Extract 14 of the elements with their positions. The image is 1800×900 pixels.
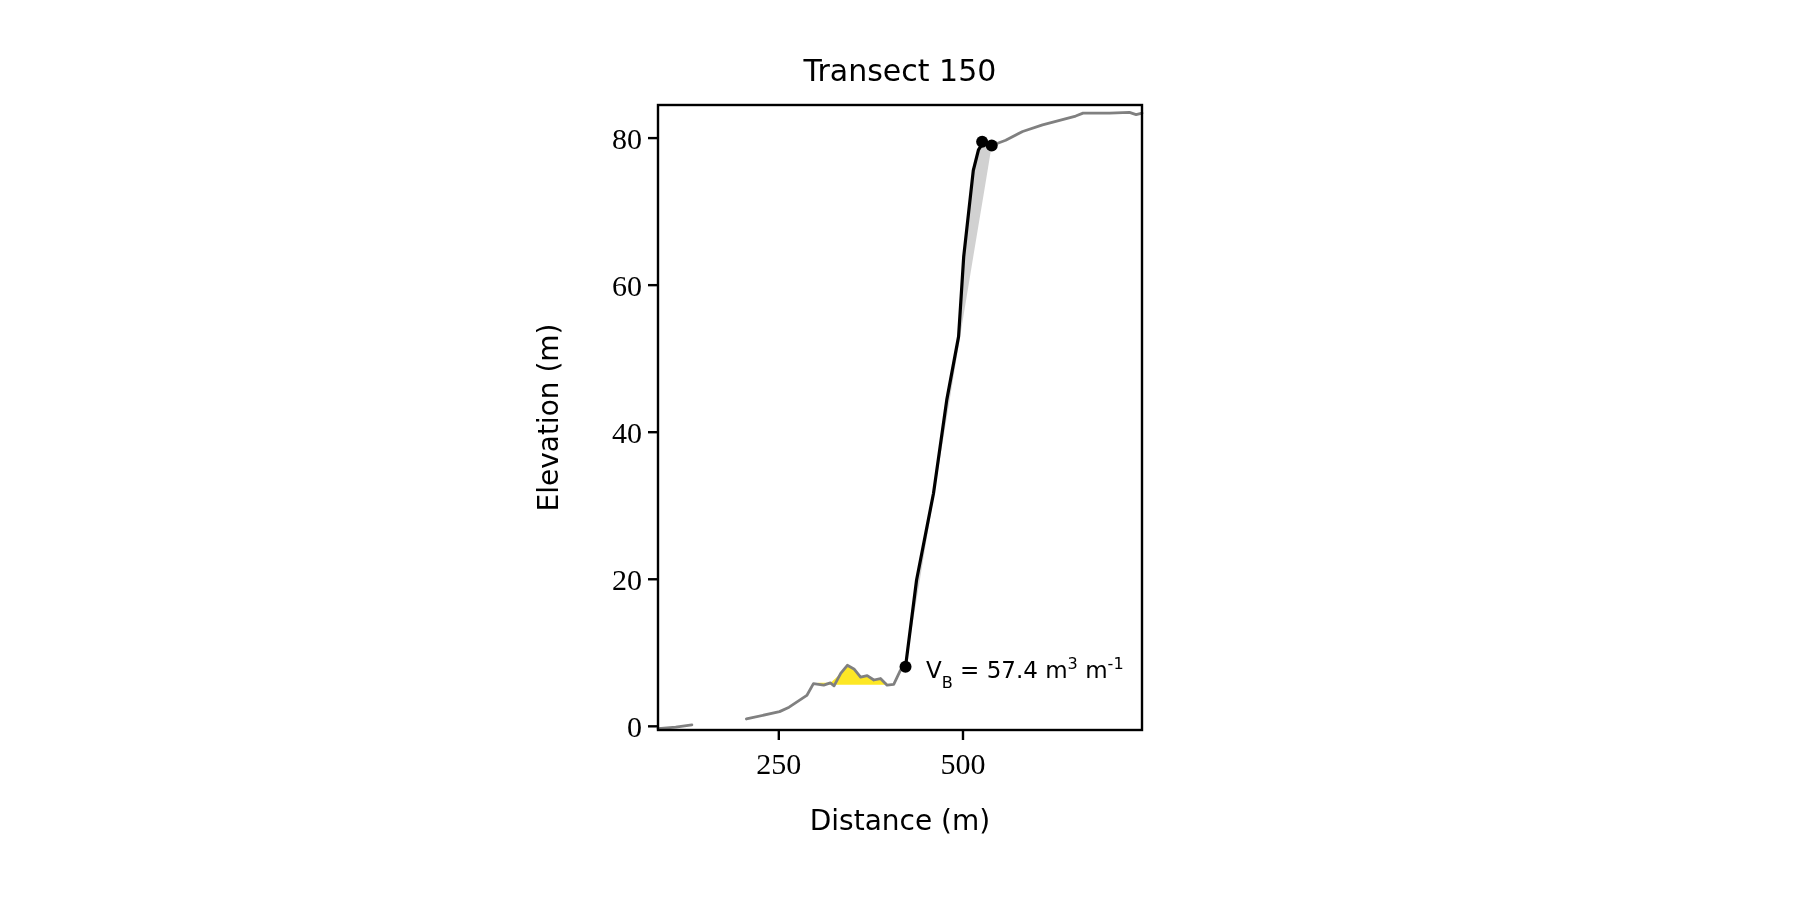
x-tick-label: 250	[756, 747, 802, 780]
y-tick-label: 40	[612, 415, 642, 449]
x-tick-label: 500	[940, 747, 986, 780]
annotation: V$_{B}$ = 57.4 m$^{3}$ m$^{-1}$	[926, 653, 1124, 692]
point	[985, 139, 998, 152]
x-axis-title: Distance (m)	[809, 804, 991, 837]
y-tick-label: 0	[627, 709, 642, 743]
chart-title: Transect 150	[802, 53, 997, 88]
point	[976, 135, 989, 148]
point	[899, 660, 912, 673]
y-axis-title: Elevation (m)	[532, 323, 565, 512]
y-tick-label: 80	[612, 121, 642, 155]
y-tick-label: 20	[612, 562, 642, 596]
y-tick-label: 60	[612, 268, 642, 302]
